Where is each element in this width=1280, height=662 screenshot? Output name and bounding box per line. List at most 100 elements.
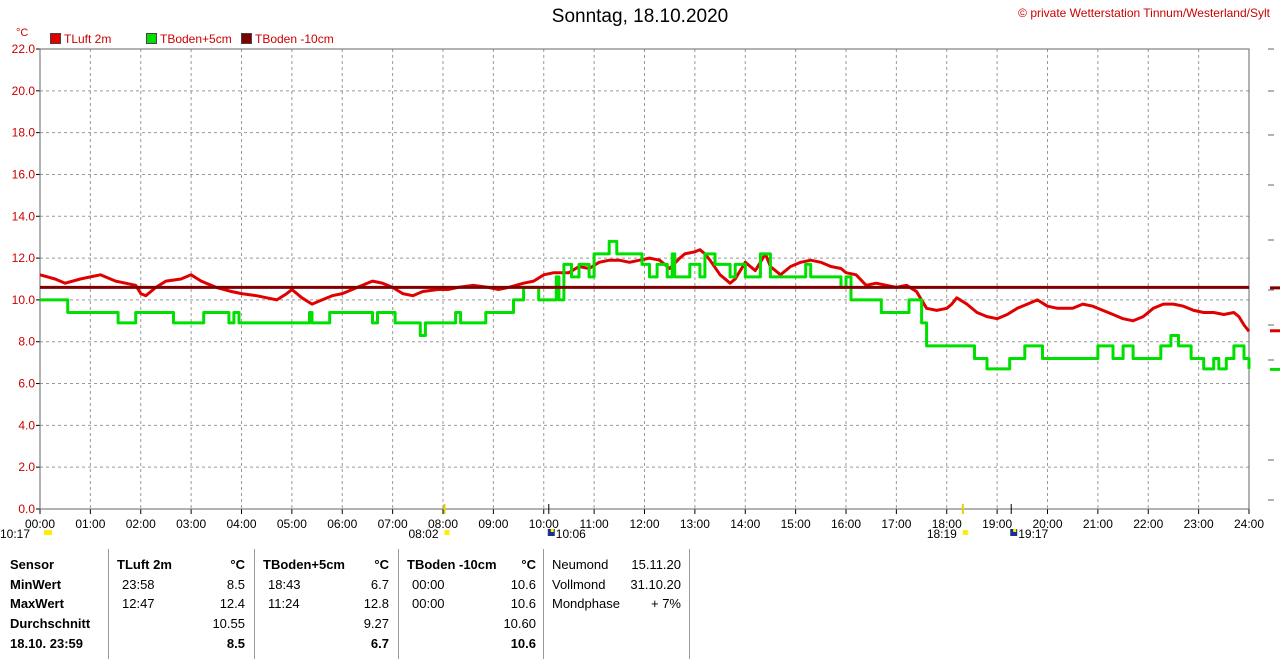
min-time: 00:00 <box>412 577 445 592</box>
max-value: 12.8 <box>363 596 389 611</box>
y-tick-label: 16.0 <box>12 167 36 181</box>
x-tick-label: 12:00 <box>629 517 659 531</box>
legend-item-tluft: TLuft 2m <box>50 32 111 46</box>
current-value: 6.7 <box>370 636 389 651</box>
row-label-avg: Durchschnitt <box>10 616 91 631</box>
x-tick-label: 07:00 <box>378 517 408 531</box>
x-tick-label: 00:00 <box>25 517 55 531</box>
right-marker-tboden5 <box>1270 367 1280 371</box>
x-tick-label: 21:00 <box>1083 517 1113 531</box>
plot-frame <box>39 48 1250 510</box>
moon-value: + 7% <box>651 596 681 611</box>
legend-item-tboden5: TBoden+5cm <box>146 32 232 46</box>
x-tick-label: 09:00 <box>478 517 508 531</box>
moon-marker-label: 10:06 <box>556 527 586 541</box>
table-column-tboden5: TBoden+5cm °C 18:43 6.7 11:24 12.8 9.27 … <box>254 549 399 659</box>
avg-value: 10.55 <box>212 616 245 631</box>
legend-swatch <box>50 33 61 44</box>
x-tick-label: 24:00 <box>1234 517 1264 531</box>
min-value: 8.5 <box>226 577 245 592</box>
legend-item-tboden10: TBoden -10cm <box>241 32 334 46</box>
moon-info: Neumond 15.11.20 Vollmond 31.10.20 Mondp… <box>543 549 690 659</box>
moon-value: 31.10.20 <box>630 577 681 592</box>
sun-marker-label: 08:02 <box>408 527 438 541</box>
temperature-chart: 0.0 2.0 4.0 6.0 8.0 10.0 12.0 14.0 16.0 18.0 20.0 2… <box>0 42 1280 541</box>
moon-label: Vollmond <box>552 577 606 592</box>
max-value: 10.6 <box>510 596 536 611</box>
x-tick-label: 16:00 <box>831 517 861 531</box>
right-marker-tboden10 <box>1270 286 1280 290</box>
max-time: 12:47 <box>122 596 155 611</box>
y-tick-label: 22.0 <box>12 42 36 56</box>
y-tick-label: 4.0 <box>18 418 35 432</box>
current-value: 10.6 <box>510 636 536 651</box>
column-header: TBoden -10cm <box>407 557 497 572</box>
max-time: 00:00 <box>412 596 445 611</box>
moon-label: Neumond <box>552 557 609 572</box>
x-tick-label: 22:00 <box>1133 517 1163 531</box>
row-label-min: MinWert <box>10 577 62 592</box>
x-tick-label: 03:00 <box>176 517 206 531</box>
column-unit: °C <box>374 557 389 572</box>
x-tick-label: 11:00 <box>580 517 609 531</box>
x-tick-label: 23:00 <box>1184 517 1214 531</box>
x-tick-label: 05:00 <box>277 517 307 531</box>
legend-swatch <box>241 33 252 44</box>
y-tick-label: 20.0 <box>12 84 36 98</box>
moon-icon-highlight <box>1013 529 1017 532</box>
moon-icon <box>547 529 555 536</box>
column-header: TLuft 2m <box>117 557 172 572</box>
x-tick-label: 02:00 <box>126 517 156 531</box>
series-line-0 <box>39 248 1251 333</box>
x-tick-label: 10:00 <box>529 517 559 531</box>
min-value: 6.7 <box>370 577 389 592</box>
avg-value: 9.27 <box>363 616 389 631</box>
moon-icon-highlight <box>550 529 554 532</box>
x-tick-label: 06:00 <box>327 517 357 531</box>
moon-icon <box>1010 529 1018 536</box>
max-time: 11:24 <box>268 596 300 611</box>
sun-marker-label: 18:19 <box>927 527 957 541</box>
sun-icon <box>962 530 968 535</box>
table-column-tluft: TLuft 2m °C 23:58 8.5 12:47 12.4 10.55 8… <box>108 549 255 659</box>
y-tick-label: 14.0 <box>12 209 36 223</box>
moon-value: 15.11.20 <box>631 557 681 572</box>
x-tick-label: 18:00 <box>932 517 962 531</box>
right-marker-tluft <box>1270 329 1280 333</box>
column-unit: °C <box>230 557 245 572</box>
min-value: 10.6 <box>510 577 536 592</box>
y-tick-label: 2.0 <box>18 460 35 474</box>
x-tick-label: 15:00 <box>781 517 811 531</box>
series-line-1 <box>40 239 1251 371</box>
y-tick-label: 18.0 <box>12 126 36 140</box>
y-tick-label: 0.0 <box>18 502 35 516</box>
sun-icon <box>444 530 450 535</box>
x-tick-label: 20:00 <box>1032 517 1062 531</box>
x-tick-label: 08:00 <box>428 517 458 531</box>
current-value: 8.5 <box>226 636 245 651</box>
y-axis-unit: °C <box>16 27 29 39</box>
y-tick-label: 12.0 <box>12 251 36 265</box>
station-credit: © private Wetterstation Tinnum/Westerlan… <box>1018 6 1270 20</box>
stats-table: Sensor MinWert MaxWert Durchschnitt 18.1… <box>0 549 690 662</box>
x-tick-label: 14:00 <box>730 517 760 531</box>
moon-marker-label: 19:17 <box>1018 527 1048 541</box>
moon-label: Mondphase <box>552 596 620 611</box>
y-tick-label: 8.0 <box>18 335 35 349</box>
row-label-sensor: Sensor <box>10 557 55 572</box>
max-value: 12.4 <box>219 596 245 611</box>
x-tick-label: 13:00 <box>680 517 710 531</box>
chart-title: Sonntag, 18.10.2020 <box>551 6 729 27</box>
x-tick-label: 17:00 <box>881 517 911 531</box>
table-column-tboden10: TBoden -10cm °C 00:00 10.6 00:00 10.6 10… <box>398 549 544 659</box>
moon-marker-label: 10:17 <box>0 527 30 541</box>
min-time: 18:43 <box>268 577 301 592</box>
row-label-max: MaxWert <box>10 596 64 611</box>
legend-swatch <box>146 33 157 44</box>
x-tick-label: 19:00 <box>982 517 1012 531</box>
x-tick-label: 04:00 <box>226 517 256 531</box>
x-tick-label: 01:00 <box>75 517 105 531</box>
row-label-current: 18.10. 23:59 <box>10 636 84 651</box>
column-unit: °C <box>521 557 536 572</box>
moon-icon <box>44 530 52 535</box>
